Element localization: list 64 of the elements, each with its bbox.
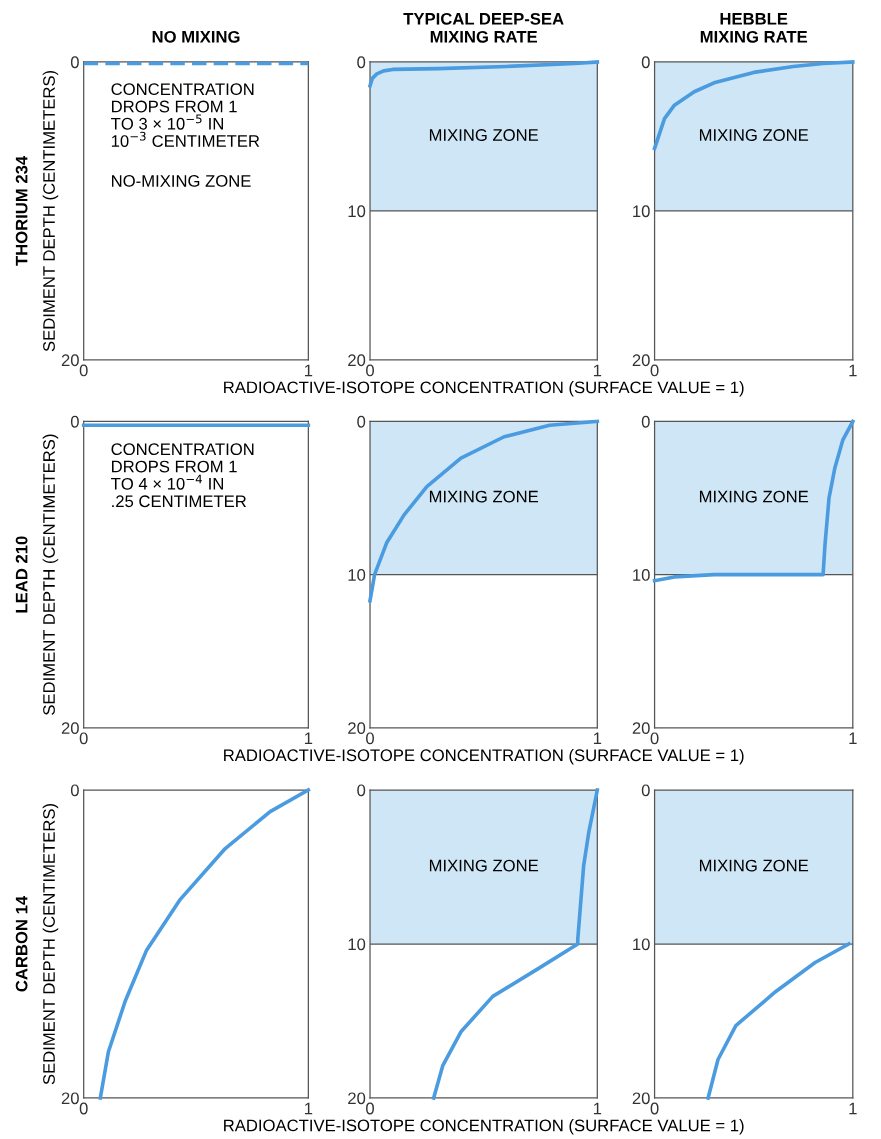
y-tick-label: 0 bbox=[70, 415, 79, 428]
band-label: MIXING ZONE bbox=[699, 129, 809, 141]
x-tick-label: 0 bbox=[650, 732, 659, 745]
y-tick-label: 20 bbox=[61, 1092, 79, 1105]
text: THORIUM 234 bbox=[15, 155, 28, 266]
y-tick-label: 10 bbox=[633, 569, 650, 581]
text: CARBON 14 bbox=[15, 895, 28, 992]
y-tick-label: 20 bbox=[632, 354, 650, 367]
y-tick-label: 0 bbox=[70, 784, 79, 797]
y-tick-label: 10 bbox=[348, 205, 366, 218]
y-tick-label: 20 bbox=[348, 1092, 366, 1105]
chart-title: NO MIXING bbox=[152, 30, 240, 43]
x-tick-label: 1 bbox=[304, 1102, 313, 1115]
y-axis-title: SEDIMENT DEPTH (CENTIMETERS) bbox=[42, 434, 59, 715]
x-tick-label: 0 bbox=[650, 364, 659, 377]
y-tick-label: 10 bbox=[348, 569, 366, 581]
band-label: MIXING ZONE bbox=[699, 859, 809, 872]
x-tick-label: 0 bbox=[79, 1102, 88, 1115]
x-tick-label: 0 bbox=[650, 1102, 659, 1115]
x-axis-title: RADIOACTIVE-ISOTOPE CONCENTRATION (SURFACE VALUE = 1) bbox=[224, 1119, 744, 1135]
x-tick-label: 1 bbox=[593, 732, 602, 745]
band-label: MIXING ZONE bbox=[699, 490, 809, 503]
y-tick-label: 0 bbox=[357, 56, 366, 69]
annotation: NO-MIXING ZONE bbox=[112, 175, 251, 187]
y-tick-label: 10 bbox=[633, 938, 650, 951]
y-tick-label: 20 bbox=[348, 722, 366, 735]
band-label: MIXING ZONE bbox=[429, 129, 539, 141]
y-tick-label: 0 bbox=[641, 415, 650, 428]
x-tick-label: 1 bbox=[849, 732, 857, 745]
band-label: MIXING ZONE bbox=[429, 490, 539, 503]
x-tick-label: 1 bbox=[304, 732, 313, 745]
y-tick-label: 0 bbox=[641, 784, 650, 797]
x-tick-label: 0 bbox=[366, 364, 374, 377]
y-tick-label: 10 bbox=[633, 205, 650, 218]
text: LEAD 210 bbox=[15, 536, 28, 613]
y-tick-label: 0 bbox=[70, 56, 79, 69]
x-tick-label: 0 bbox=[79, 364, 88, 377]
chart-title: TYPICAL DEEP-SEA MIXING RATE bbox=[403, 12, 564, 43]
x-tick-label: 1 bbox=[849, 1102, 857, 1115]
y-tick-label: 20 bbox=[632, 1092, 650, 1105]
x-axis-title: RADIOACTIVE-ISOTOPE CONCENTRATION (SURFACE VALUE = 1) bbox=[224, 381, 744, 397]
x-tick-label: 1 bbox=[593, 1102, 602, 1115]
y-tick-label: 20 bbox=[61, 354, 79, 367]
y-axis-title: SEDIMENT DEPTH (CENTIMETERS) bbox=[42, 70, 59, 352]
x-tick-label: 1 bbox=[304, 364, 313, 377]
y-tick-label: 20 bbox=[348, 354, 366, 367]
y-tick-label: 0 bbox=[357, 415, 366, 428]
x-tick-label: 1 bbox=[849, 364, 857, 377]
y-tick-label: 20 bbox=[632, 722, 650, 735]
text: CONCENTRATION DROPS FROM 1 TO 3 × 10$^{−5}$ IN 10$^{−3}$ CENTIMETER bbox=[111, 83, 260, 147]
x-axis-title: RADIOACTIVE-ISOTOPE CONCENTRATION (SURFACE VALUE = 1) bbox=[224, 748, 744, 765]
annotation: CONCENTRATION DROPS FROM 1 TO 4 × 10$^{−4}$ IN .25 CENTIMETER bbox=[111, 443, 254, 508]
line-series bbox=[706, 942, 851, 1100]
y-axis-title: SEDIMENT DEPTH (CENTIMETERS) bbox=[42, 803, 59, 1085]
y-tick-label: 20 bbox=[61, 722, 79, 735]
x-tick-label: 0 bbox=[366, 1102, 374, 1115]
x-tick-label: 1 bbox=[593, 364, 602, 377]
y-tick-label: 0 bbox=[357, 784, 366, 797]
x-tick-label: 0 bbox=[366, 732, 374, 745]
y-tick-label: 10 bbox=[348, 938, 366, 951]
band-label: MIXING ZONE bbox=[429, 859, 539, 872]
x-tick-label: 0 bbox=[79, 732, 88, 745]
y-tick-label: 0 bbox=[641, 56, 650, 69]
chart-title: HEBBLE MIXING RATE bbox=[700, 13, 808, 43]
